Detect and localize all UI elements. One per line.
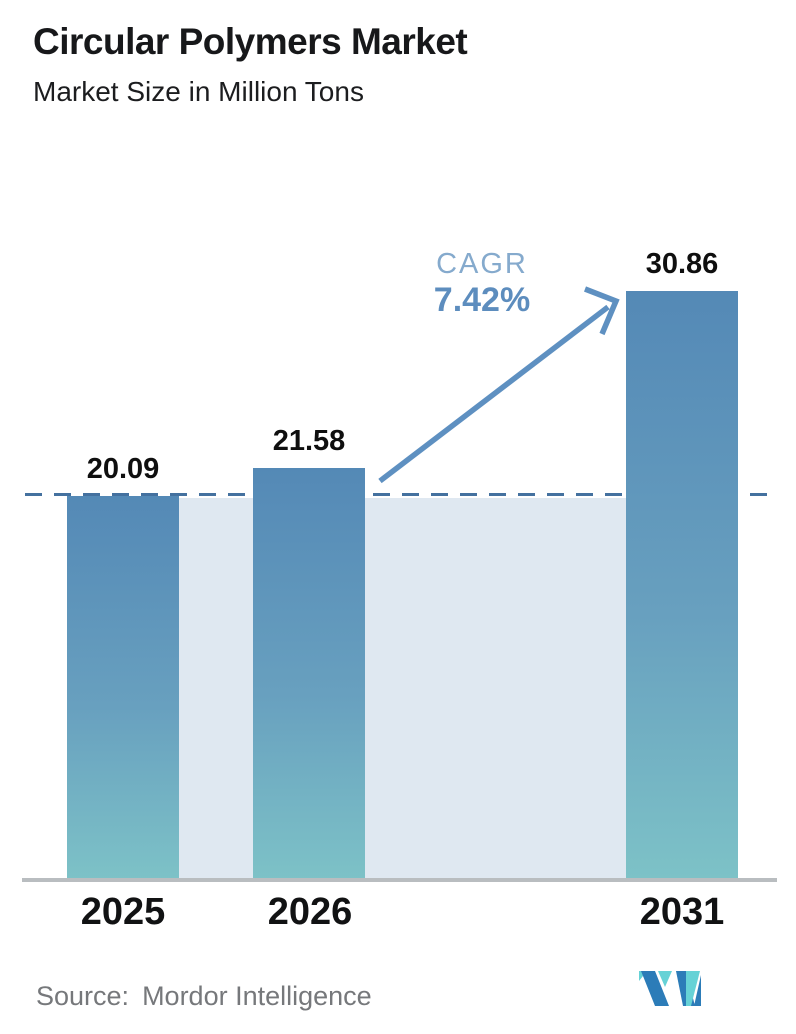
- page-subtitle: Market Size in Million Tons: [33, 76, 364, 107]
- cagr-annotation: CAGR 7.42%: [416, 248, 548, 319]
- bar-2031: [626, 290, 738, 880]
- bar-2026: [253, 467, 365, 880]
- bar-value-2026: 21.58: [272, 424, 346, 457]
- source-value: Mordor Intelligence: [142, 981, 372, 1011]
- source-line: Source: Mordor Intelligence: [36, 981, 372, 1012]
- baseline-dashed-line: [25, 493, 777, 497]
- cagr-label: CAGR: [436, 248, 528, 280]
- cagr-value: 7.42%: [433, 281, 531, 319]
- bar-value-2031: 30.86: [645, 247, 719, 280]
- x-axis-label-2025: 2025: [80, 891, 166, 933]
- page-title: Circular Polymers Market: [33, 21, 468, 62]
- x-axis-line: [22, 878, 777, 882]
- source-label: Source:: [36, 981, 130, 1011]
- x-axis-label-2026: 2026: [267, 891, 353, 933]
- x-axis-label-2031: 2031: [639, 891, 725, 933]
- bar-value-2025: 20.09: [86, 453, 160, 486]
- bar-2025: [67, 496, 179, 880]
- mordor-intelligence-logo-icon: [639, 971, 701, 1006]
